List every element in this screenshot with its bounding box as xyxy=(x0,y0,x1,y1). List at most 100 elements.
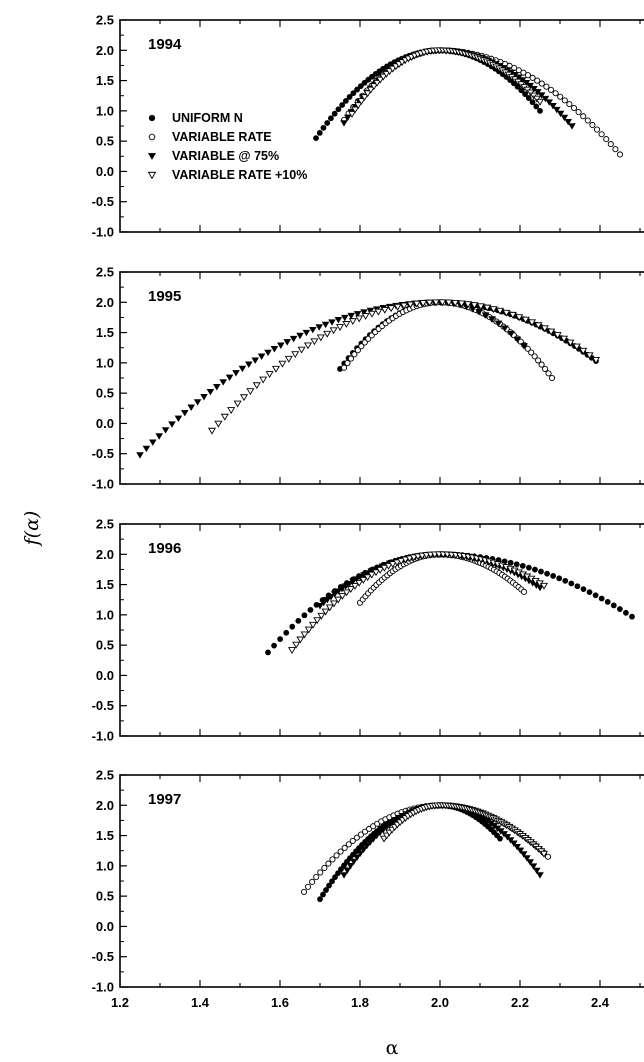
data-point: VARIABLE @ 75% (1.35, 0.08) xyxy=(174,415,183,423)
data-point: UNIFORM N (2.22, 1.21) xyxy=(525,95,532,101)
data-point: VARIABLE @ 75% (2.18, 1.37) xyxy=(510,840,518,847)
y-tick-label: 2.5 xyxy=(96,517,114,532)
data-point: VARIABLE @ 75% (1.28, -0.31) xyxy=(149,439,157,446)
data-point: VARIABLE @ 75% (2.33, 0.75) xyxy=(568,123,576,130)
data-point: VARIABLE RATE +10% (2.23, 1.67) xyxy=(527,319,537,327)
y-tick-label: 2.5 xyxy=(96,768,114,783)
data-point: VARIABLE RATE (2.27, 1.40) xyxy=(543,83,550,90)
data-point: VARIABLE RATE +10% (1.84, 1.70) xyxy=(371,569,381,577)
data-point: VARIABLE RATE +10% (1.48, 0.22) xyxy=(227,407,236,414)
series-uniform-n: UNIFORM N (1.69, 0.55)UNIFORM N (1.70, 0… xyxy=(313,47,543,142)
data-point: UNIFORM N (1.76, 1.16) xyxy=(342,98,349,104)
data-point: VARIABLE RATE (2.23, 1.17) xyxy=(528,349,535,356)
data-point: VARIABLE RATE +10% (1.84, 1.46) xyxy=(373,79,382,87)
data-point: VARIABLE @ 75% (2.21, 1.28) xyxy=(520,343,528,350)
data-point: UNIFORM N (2.42, 1.21) xyxy=(604,599,611,605)
data-point: VARIABLE RATE (2.21, 1.38) xyxy=(520,588,528,595)
x-tick-label: 1.4 xyxy=(191,995,210,1010)
data-point: VARIABLE RATE +10% (2.28, 1.52) xyxy=(547,328,556,336)
data-point: VARIABLE RATE +10% (1.86, 1.78) xyxy=(380,564,389,572)
data-point: VARIABLE RATE +10% (1.73, 1.19) xyxy=(329,600,339,608)
data-point: VARIABLE @ 75% (1.77, 0.89) xyxy=(344,114,352,122)
data-point: UNIFORM N (2.31, 1.56) xyxy=(562,577,569,584)
data-point: VARIABLE RATE (2.20, 1.67) xyxy=(515,67,522,74)
data-point: VARIABLE RATE +10% (1.69, 0.91) xyxy=(313,617,322,625)
data-point: VARIABLE RATE (2.39, 0.69) xyxy=(593,126,601,133)
data-point: VARIABLE RATE (2.28, 1.35) xyxy=(547,86,555,93)
data-point: VARIABLE RATE (1.79, 1.47) xyxy=(353,834,360,841)
y-tick-label: 1.0 xyxy=(96,858,114,873)
data-point: VARIABLE @ 75% (1.75, 1.43) xyxy=(338,585,346,593)
data-point: UNIFORM N (1.71, 0.72) xyxy=(320,124,327,131)
data-point: VARIABLE RATE (1.73, 1.11) xyxy=(329,856,336,863)
data-point: VARIABLE @ 75% (1.72, 1.25) xyxy=(323,596,332,604)
data-point: VARIABLE RATE +10% (1.71, 1.06) xyxy=(321,608,330,616)
data-point: VARIABLE RATE +10% (2.13, 1.89) xyxy=(489,306,498,314)
data-point: VARIABLE @ 75% (1.76, 0.80) xyxy=(340,120,348,127)
legend: UNIFORM N VARIABLE RATE VARIABLE @ 75% VARI… xyxy=(147,111,307,182)
data-point: VARIABLE RATE +10% (2.12, 1.91) xyxy=(483,304,492,312)
data-point: VARIABLE @ 75% (1.78, 1.78) xyxy=(347,312,355,320)
data-point: VARIABLE @ 75% (1.84, 1.50) xyxy=(372,832,381,840)
data-point: VARIABLE @ 75% (2.31, 0.89) xyxy=(560,114,569,122)
y-tick-label: 2.0 xyxy=(96,295,114,310)
data-point: VARIABLE RATE +10% (1.65, 0.59) xyxy=(296,636,305,644)
data-point: UNIFORM N (1.74, 0.95) xyxy=(331,110,338,117)
y-tick-label: -0.5 xyxy=(92,949,114,964)
data-point: VARIABLE @ 75% (1.27, -0.41) xyxy=(142,445,151,453)
data-point: VARIABLE RATE +10% (1.93, 1.95) xyxy=(409,554,418,562)
data-point: UNIFORM N (2.46, 1.03) xyxy=(623,609,629,616)
data-point: VARIABLE @ 75% (1.57, 1.17) xyxy=(264,349,272,357)
data-point: VARIABLE RATE +10% (1.80, 1.73) xyxy=(355,315,364,323)
y-tick-label: 1.5 xyxy=(96,325,114,340)
data-point: VARIABLE RATE (2.32, 1.11) xyxy=(566,101,573,108)
data-point: VARIABLE RATE (2.30, 1.23) xyxy=(557,93,564,100)
series-variable-75: VARIABLE @ 75% (1.76, 0.80)VARIABLE @ 75… xyxy=(340,47,576,130)
panel-1995: 2.52.01.51.00.50.0-0.5-1.01995UNIFORM N … xyxy=(92,265,644,492)
data-point: VARIABLE RATE +10% (1.96, 1.99) xyxy=(419,300,428,307)
data-point: VARIABLE RATE (2.45, 0.28) xyxy=(616,151,624,158)
data-point: VARIABLE @ 75% (1.46, 0.68) xyxy=(219,379,227,386)
data-point: VARIABLE @ 75% (1.81, 1.84) xyxy=(360,309,368,316)
data-point: VARIABLE RATE +10% (1.97, 2.00) xyxy=(425,299,434,307)
data-point: VARIABLE RATE +10% (1.93, 1.96) xyxy=(406,301,415,309)
data-point: VARIABLE @ 75% (2.21, 1.19) xyxy=(519,851,528,858)
data-point: VARIABLE RATE +10% (1.73, 1.54) xyxy=(329,327,338,335)
data-point: VARIABLE RATE (2.23, 1.54) xyxy=(529,74,536,81)
y-tick-label: 0.5 xyxy=(96,134,114,149)
data-point: VARIABLE @ 75% (2.17, 1.48) xyxy=(503,834,512,841)
y-tick-label: 1.5 xyxy=(96,828,114,843)
y-tick-label: 2.0 xyxy=(96,798,114,813)
data-point: VARIABLE RATE +10% (1.79, 1.02) xyxy=(351,106,360,114)
data-point: VARIABLE RATE +10% (1.68, 0.84) xyxy=(308,621,318,629)
data-point: VARIABLE RATE +10% (1.67, 0.76) xyxy=(304,626,313,634)
data-point: VARIABLE RATE +10% (1.86, 1.88) xyxy=(380,306,389,314)
panel-year-label: 1996 xyxy=(148,540,181,557)
y-tick-label: -0.5 xyxy=(92,698,114,713)
data-point: VARIABLE @ 75% (1.85, 1.55) xyxy=(376,829,384,837)
data-point: VARIABLE RATE +10% (1.76, 1.31) xyxy=(338,593,347,600)
data-point: VARIABLE RATE (1.79, 1.14) xyxy=(351,351,358,358)
data-point: VARIABLE @ 75% (1.43, 0.52) xyxy=(206,388,215,396)
data-point: VARIABLE @ 75% (2.22, 1.13) xyxy=(523,855,531,862)
series-uniform-n: UNIFORM N (1.70, 0.45)UNIFORM N (1.71, 0… xyxy=(317,802,503,903)
x-tick-label: 1.6 xyxy=(271,995,289,1010)
data-point: VARIABLE @ 75% (1.65, 1.45) xyxy=(296,332,304,340)
data-point: UNIFORM N (1.65, 0.90) xyxy=(295,617,302,624)
data-point: VARIABLE RATE +10% (1.86, 1.56) xyxy=(379,73,388,81)
y-axis-title: f(α) xyxy=(21,511,43,548)
y-tick-label: 2.5 xyxy=(96,13,114,28)
data-point: UNIFORM N (1.68, 1.08) xyxy=(307,607,314,613)
data-point: VARIABLE RATE +10% (1.83, 1.41) xyxy=(369,83,378,91)
data-point: VARIABLE @ 75% (1.78, 1.07) xyxy=(350,858,358,866)
data-point: UNIFORM N (1.69, 0.55) xyxy=(313,135,319,142)
data-point: VARIABLE @ 75% (1.74, 1.35) xyxy=(330,591,339,598)
data-point: VARIABLE RATE (2.25, 1.45) xyxy=(538,80,545,87)
data-point: VARIABLE RATE +10% (1.94, 1.97) xyxy=(413,553,423,561)
data-point: VARIABLE RATE (1.80, 1.52) xyxy=(357,831,364,838)
x-tick-label: 1.2 xyxy=(111,995,129,1010)
data-point: VARIABLE RATE (1.75, 1.24) xyxy=(337,848,344,855)
legend-marker xyxy=(148,133,156,141)
data-point: VARIABLE @ 75% (1.71, 1.20) xyxy=(319,599,328,607)
data-point: VARIABLE @ 75% (2.18, 1.43) xyxy=(506,837,515,844)
